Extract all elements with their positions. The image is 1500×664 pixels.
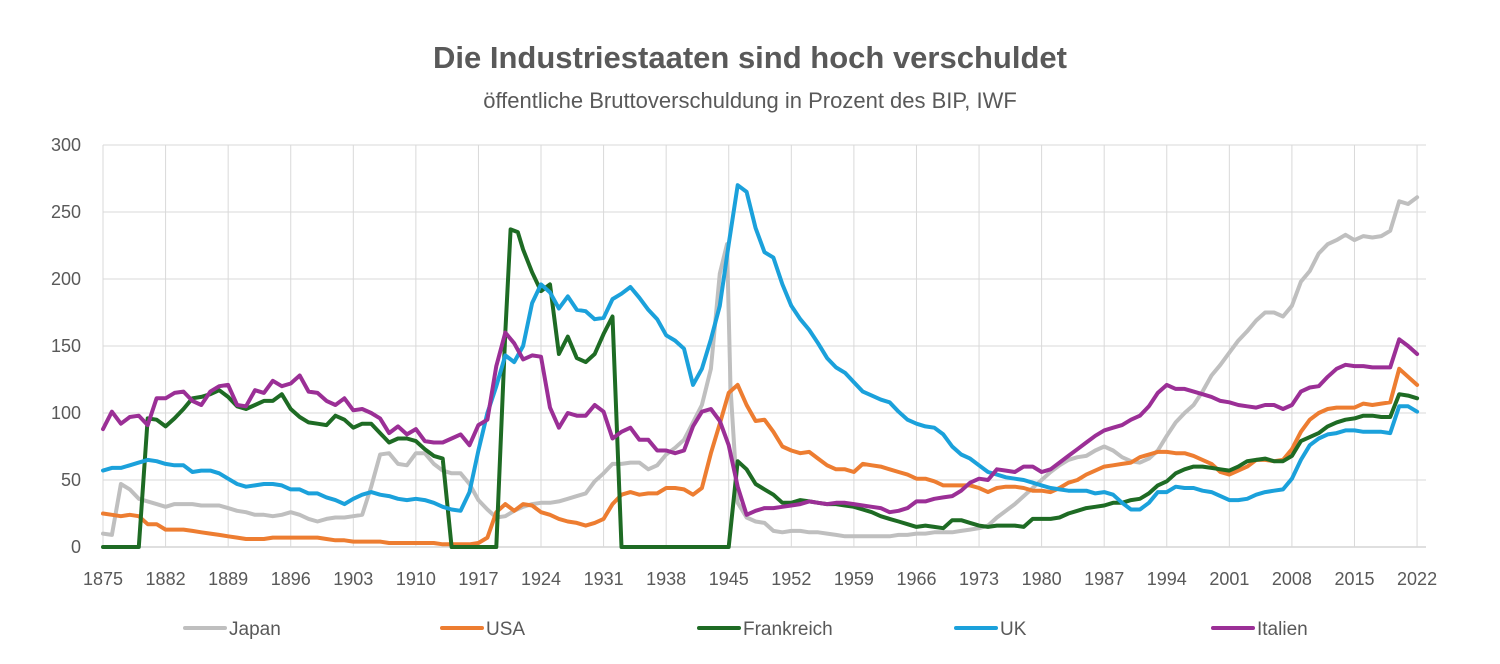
x-tick-label: 1980	[1022, 569, 1062, 589]
x-tick-label: 1924	[521, 569, 561, 589]
x-tick-label: 1994	[1147, 569, 1187, 589]
y-tick-label: 100	[51, 403, 81, 423]
chart-subtitle: öffentliche Bruttoverschuldung in Prozen…	[483, 88, 1017, 113]
series-line-frankreich	[101, 227, 1420, 549]
x-tick-label: 1966	[896, 569, 936, 589]
x-tick-label: 1931	[584, 569, 624, 589]
series-lines	[101, 183, 1420, 549]
y-axis-ticks: 0 50 100 150 200 250 300	[51, 135, 81, 557]
x-tick-label: 2015	[1334, 569, 1374, 589]
x-axis-ticks: 1875 1882 1889 1896 1903 1910 1917 1924 1931 1938…	[83, 569, 1437, 589]
x-tick-label: 2022	[1397, 569, 1437, 589]
x-tick-label: 1882	[146, 569, 186, 589]
series-line-uk	[101, 183, 1420, 513]
series-line-japan	[101, 195, 1420, 539]
legend-label: UK	[1000, 619, 1027, 640]
legend-label: USA	[486, 619, 525, 640]
x-tick-label: 2008	[1272, 569, 1312, 589]
legend-label: Japan	[229, 619, 281, 640]
x-tick-label: 1910	[396, 569, 436, 589]
chart-title: Die Industriestaaten sind hoch verschuld…	[433, 40, 1067, 75]
x-tick-label: 1875	[83, 569, 123, 589]
x-tick-label: 1903	[333, 569, 373, 589]
y-tick-label: 150	[51, 336, 81, 356]
x-tick-label: 1987	[1084, 569, 1124, 589]
legend: Japan USA Frankreich UK Italien	[183, 619, 1308, 640]
series-line-italien	[101, 330, 1420, 517]
x-tick-label: 1945	[709, 569, 749, 589]
x-tick-label: 1889	[208, 569, 248, 589]
x-tick-label: 1917	[458, 569, 498, 589]
legend-label: Italien	[1257, 619, 1308, 640]
gridlines	[102, 144, 1426, 548]
y-tick-label: 250	[51, 202, 81, 222]
y-tick-label: 0	[71, 537, 81, 557]
legend-label: Frankreich	[743, 619, 833, 640]
x-tick-label: 1952	[771, 569, 811, 589]
x-tick-label: 1973	[959, 569, 999, 589]
x-tick-label: 1959	[834, 569, 874, 589]
y-tick-label: 200	[51, 269, 81, 289]
x-tick-label: 1938	[646, 569, 686, 589]
x-tick-label: 2001	[1209, 569, 1249, 589]
y-tick-label: 50	[61, 470, 81, 490]
series-line-usa	[101, 366, 1420, 547]
x-tick-label: 1896	[271, 569, 311, 589]
y-tick-label: 300	[51, 135, 81, 155]
